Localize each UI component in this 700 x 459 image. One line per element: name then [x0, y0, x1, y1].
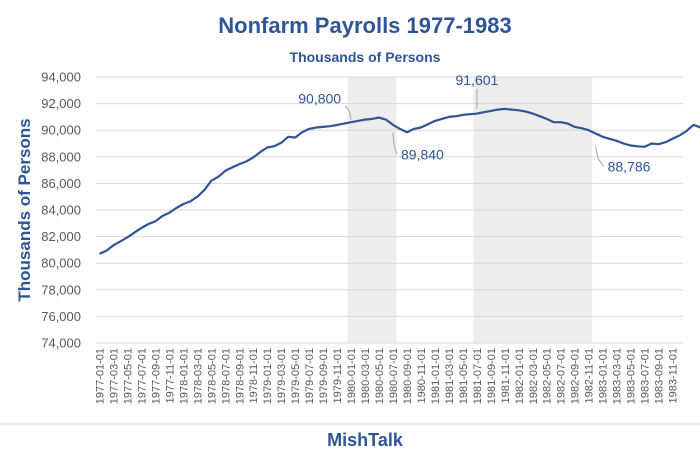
annotations: 90,800 89,840 91,601 88,786: [298, 72, 650, 174]
x-tick-label: 1980-01-01: [346, 348, 358, 404]
annotation-label: 89,840: [401, 146, 444, 162]
chart-subtitle: Thousands of Persons: [290, 49, 441, 65]
x-tick-label: 1982-11-01: [584, 348, 596, 403]
x-tick-label: 1983-05-01: [626, 348, 638, 404]
y-tick-label: 80,000: [41, 256, 81, 271]
annotation-label: 88,786: [608, 158, 651, 174]
x-tick-label: 1978-05-01: [206, 348, 218, 404]
footer-label: MishTalk: [327, 430, 404, 450]
y-axis-ticks: 74,000 76,000 78,000 80,000 82,000 84,000 86,0…: [41, 70, 81, 351]
x-tick-label: 1983-11-01: [668, 348, 680, 403]
x-tick-label: 1980-09-01: [402, 348, 414, 404]
x-tick-label: 1977-07-01: [136, 348, 148, 404]
x-tick-label: 1977-11-01: [164, 348, 176, 403]
x-tick-label: 1977-03-01: [109, 348, 121, 404]
x-tick-label: 1979-03-01: [276, 348, 288, 404]
x-tick-label: 1978-03-01: [192, 348, 204, 404]
x-tick-label: 1982-01-01: [514, 348, 526, 404]
x-tick-label: 1983-07-01: [640, 348, 652, 404]
y-tick-label: 82,000: [41, 229, 81, 244]
x-tick-label: 1982-05-01: [542, 348, 554, 404]
x-tick-label: 1980-03-01: [360, 348, 372, 404]
y-tick-label: 74,000: [41, 336, 81, 351]
x-tick-label: 1977-01-01: [95, 348, 107, 404]
y-tick-label: 92,000: [41, 96, 81, 111]
x-tick-label: 1979-07-01: [304, 348, 316, 404]
x-tick-label: 1981-07-01: [472, 348, 484, 404]
x-tick-label: 1982-09-01: [570, 348, 582, 404]
x-tick-label: 1980-05-01: [374, 348, 386, 404]
gridlines: [96, 76, 683, 344]
x-tick-label: 1978-07-01: [220, 348, 232, 404]
x-tick-label: 1979-05-01: [290, 348, 302, 404]
x-tick-label: 1979-01-01: [262, 348, 274, 404]
x-tick-label: 1982-03-01: [528, 348, 540, 404]
series-lines: [99, 107, 700, 255]
x-axis-ticks: 1977-01-01 1977-03-01 1977-05-01 1977-07-01…: [95, 348, 680, 404]
annotation-leader: [344, 105, 352, 120]
x-tick-label: 1983-09-01: [654, 348, 666, 404]
y-tick-label: 76,000: [41, 309, 81, 324]
y-tick-label: 84,000: [41, 203, 81, 218]
y-tick-label: 94,000: [41, 70, 81, 85]
annotation-leader: [392, 132, 398, 155]
x-tick-label: 1983-03-01: [612, 348, 624, 404]
x-tick-label: 1980-11-01: [416, 348, 428, 403]
x-tick-label: 1981-09-01: [486, 348, 498, 404]
y-tick-label: 78,000: [41, 282, 81, 297]
annotation-label: 91,601: [455, 72, 498, 88]
chart-title: Nonfarm Payrolls 1977-1983: [218, 13, 512, 38]
x-tick-label: 1979-09-01: [318, 348, 330, 404]
x-tick-label: 1980-07-01: [388, 348, 400, 404]
series-line-1: [99, 107, 700, 255]
y-tick-label: 90,000: [41, 123, 81, 138]
x-tick-label: 1978-09-01: [234, 348, 246, 404]
x-tick-label: 1977-09-01: [150, 348, 162, 404]
y-axis-label: Thousands of Persons: [15, 118, 34, 301]
annotation-leader: [595, 146, 605, 167]
x-tick-label: 1978-11-01: [248, 348, 260, 403]
x-tick-label: 1977-05-01: [122, 348, 134, 404]
x-tick-label: 1981-11-01: [500, 348, 512, 403]
x-tick-label: 1981-05-01: [458, 348, 470, 404]
y-tick-label: 88,000: [41, 149, 81, 164]
x-tick-label: 1982-07-01: [556, 348, 568, 404]
x-tick-label: 1981-03-01: [444, 348, 456, 404]
x-tick-label: 1978-01-01: [178, 348, 190, 404]
y-tick-label: 86,000: [41, 176, 81, 191]
x-tick-label: 1983-01-01: [598, 348, 610, 404]
x-tick-label: 1979-11-01: [332, 348, 344, 403]
x-tick-label: 1981-01-01: [430, 348, 442, 404]
annotation-label: 90,800: [298, 91, 341, 107]
